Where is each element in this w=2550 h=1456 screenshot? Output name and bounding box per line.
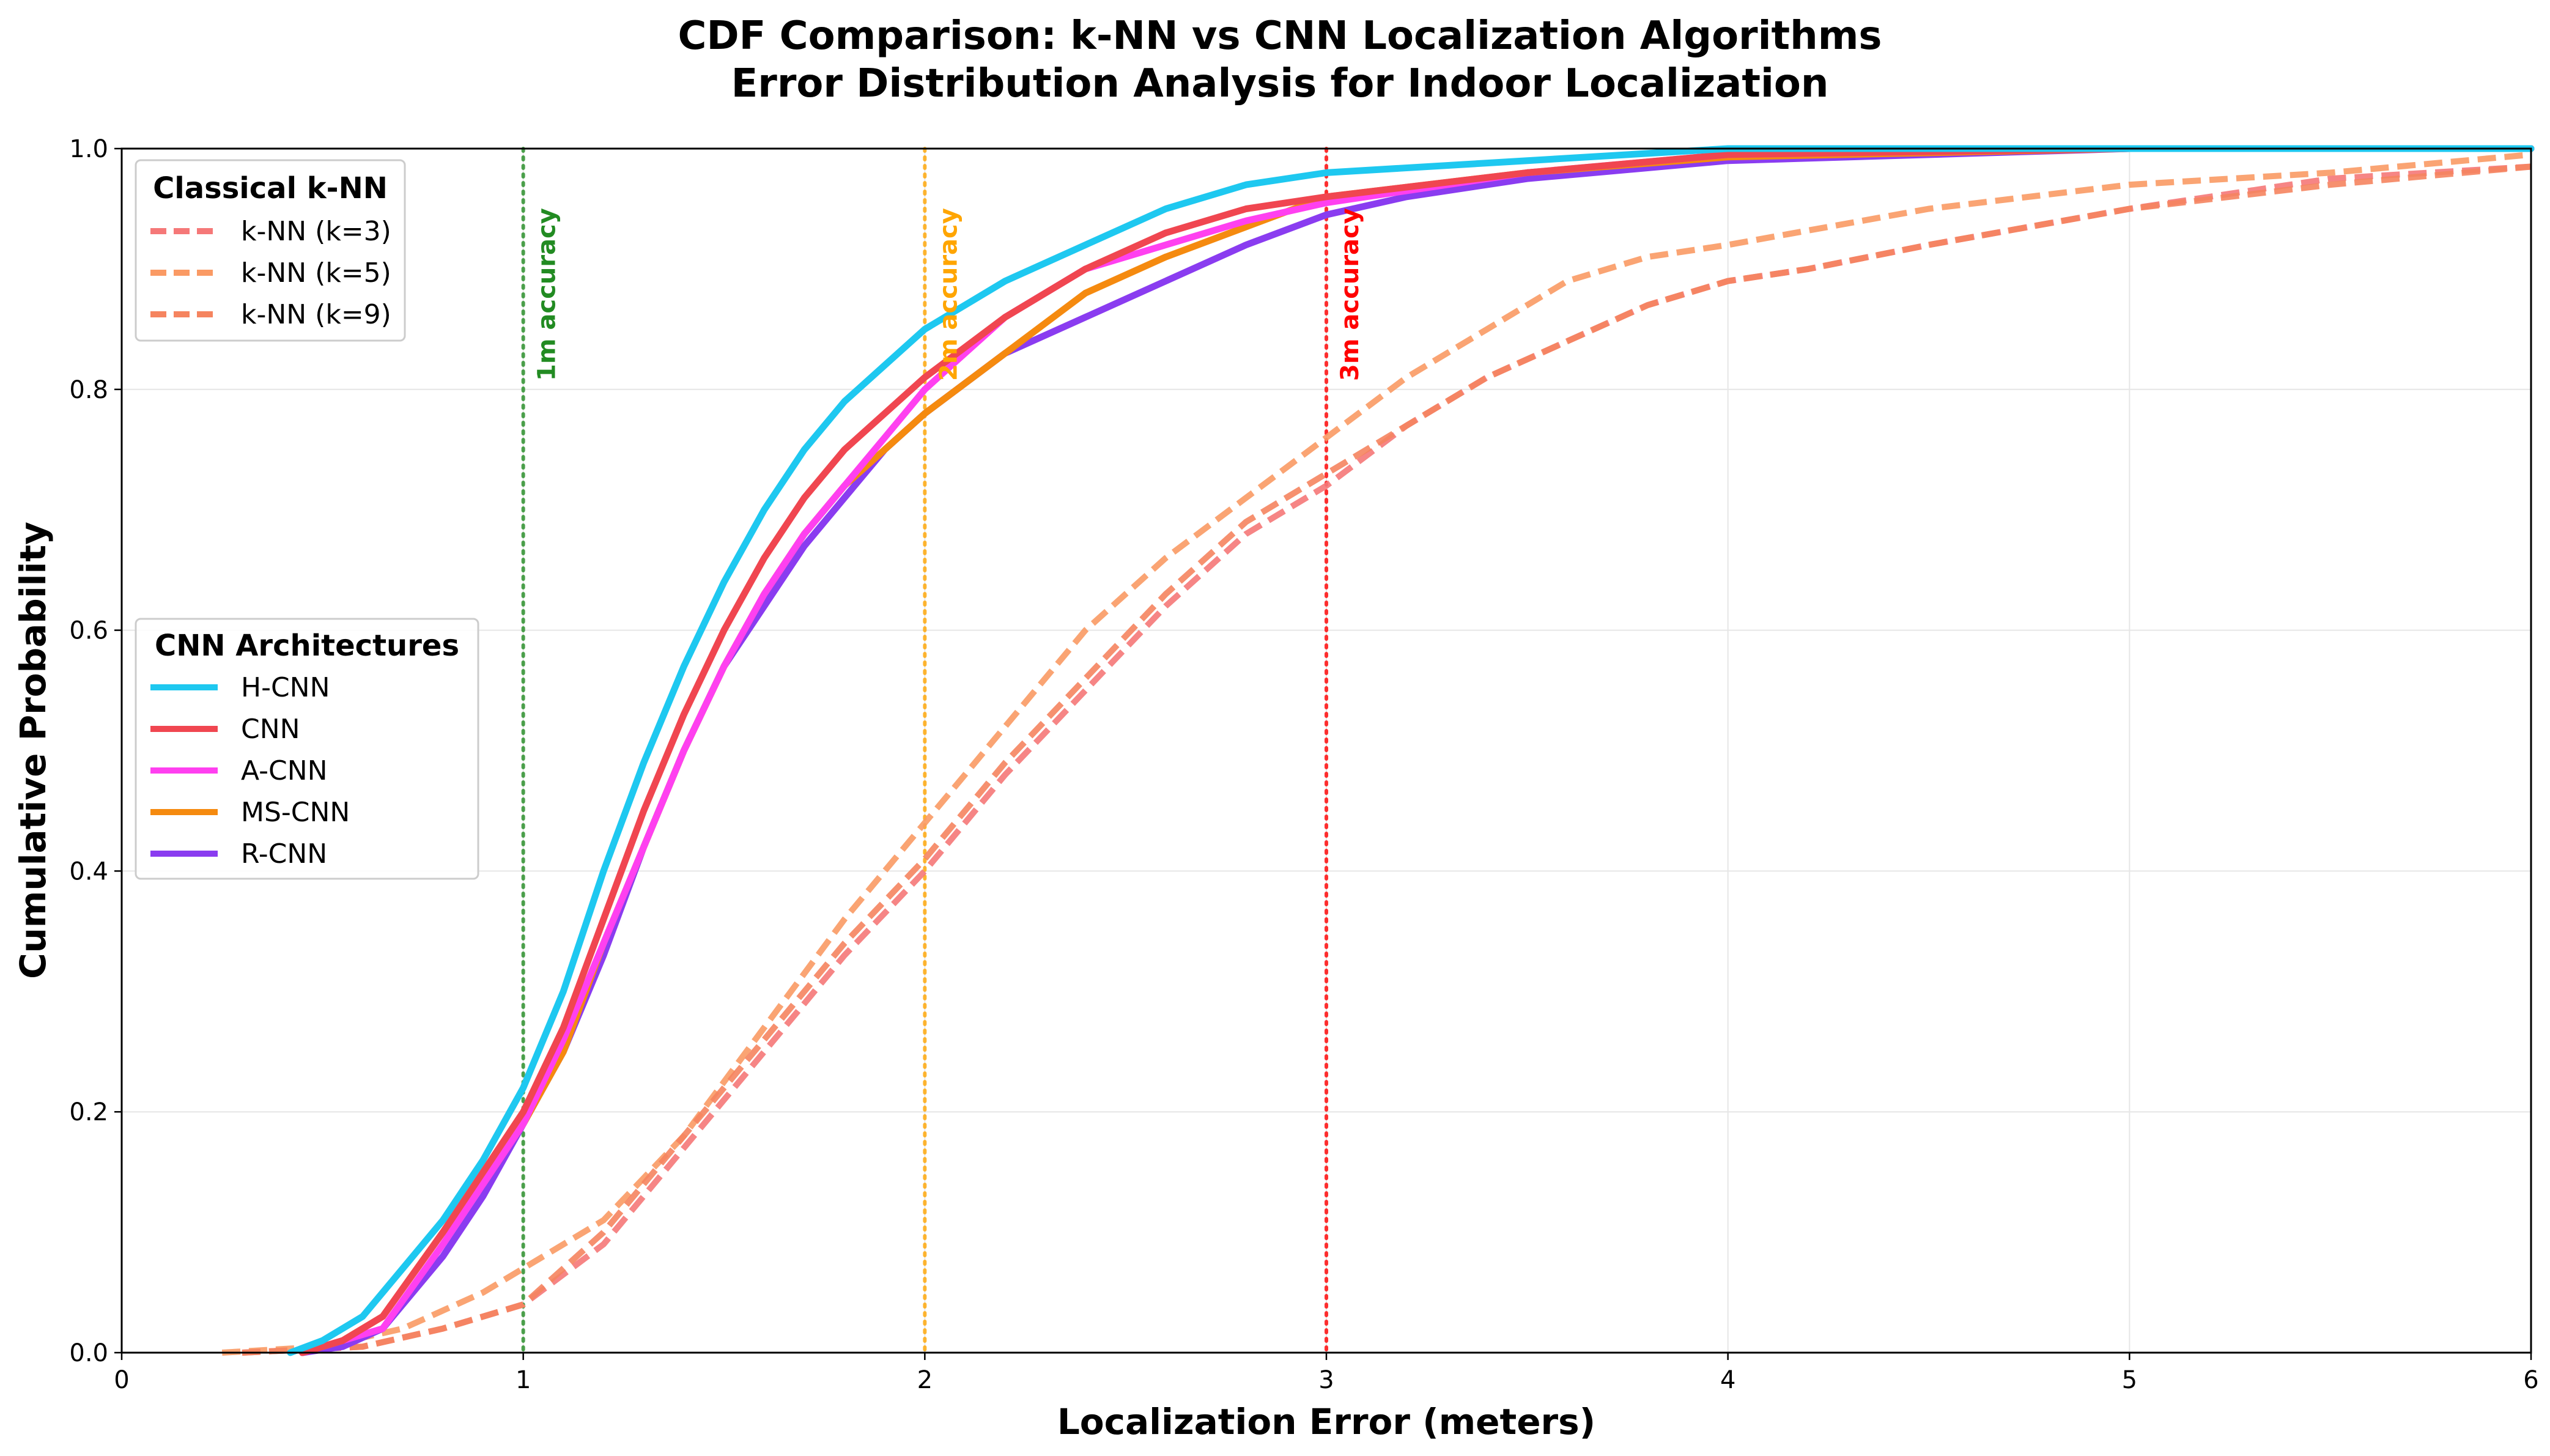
reference-lines: [521, 147, 1328, 1354]
legend-knn-entries: k-NN (k=3) k-NN (k=5) k-NN (k=9): [150, 216, 391, 330]
legend-cnn-entries: H-CNN CNN A-CNN MS-CNN R-CNN: [150, 672, 350, 870]
legend-label-cnn: CNN: [241, 714, 300, 745]
x-tick-label: 1: [516, 1366, 531, 1394]
legend-label-k-nn-k-3: k-NN (k=3): [241, 216, 391, 247]
x-axis-ticks: 0 1 2 3 4 5 6: [114, 1353, 2539, 1394]
y-tick-label: 1.0: [69, 135, 108, 163]
x-tick-label: 6: [2523, 1366, 2538, 1394]
legend-cnn: CNN Architectures H-CNN CNN A-CNN MS-CNN R-C…: [135, 618, 479, 880]
legend-label-h-cnn: H-CNN: [241, 672, 330, 703]
legend-knn-box: [135, 159, 406, 342]
legend-cnn-title: CNN Architectures: [155, 629, 459, 663]
legend-label-k-nn-k-9: k-NN (k=9): [241, 299, 391, 330]
reference-label-1m-accuracy: 1m accuracy: [533, 208, 561, 381]
y-tick-label: 0.4: [69, 857, 108, 885]
series-lines: [221, 145, 2535, 1356]
reference-annotations: 1m accuracy 2m accuracy 3m accuracy: [533, 208, 1364, 381]
series-line-k-nn-k-9: [242, 163, 2532, 1356]
x-tick-label: 3: [1318, 1366, 1334, 1394]
y-axis-label: Cumulative Probability: [12, 522, 54, 979]
x-tick-label: 0: [114, 1366, 129, 1394]
legend-label-r-cnn: R-CNN: [241, 838, 327, 870]
reference-label-3m-accuracy: 3m accuracy: [1336, 208, 1364, 381]
y-tick-label: 0.2: [69, 1098, 108, 1126]
legend-knn: Classical k-NN k-NN (k=3)k-NN (k=5)k-NN …: [135, 159, 406, 342]
series-line-k-nn-k-5: [221, 151, 2532, 1356]
y-tick-label: 0.6: [69, 617, 108, 645]
legend-knn-title: Classical k-NN: [153, 171, 388, 205]
legend-label-k-nn-k-5: k-NN (k=5): [241, 257, 391, 289]
y-tick-label: 0.0: [69, 1339, 108, 1367]
legend-label-a-cnn: A-CNN: [241, 755, 328, 786]
reference-label-2m-accuracy: 2m accuracy: [934, 208, 963, 381]
y-tick-label: 0.8: [69, 376, 108, 404]
legend-cnn-box: [135, 618, 479, 880]
series-line-r-cnn: [299, 145, 2535, 1356]
series-line-h-cnn: [287, 145, 2535, 1356]
chart-subtitle: Error Distribution Analysis for Indoor L…: [731, 61, 1829, 106]
series-line-a-cnn: [299, 145, 2535, 1356]
series-line-cnn: [299, 145, 2535, 1356]
legend-label-ms-cnn: MS-CNN: [241, 797, 350, 828]
chart-title: CDF Comparison: k-NN vs CNN Localization…: [678, 13, 1882, 59]
x-tick-label: 5: [2122, 1366, 2137, 1394]
x-axis-label: Localization Error (meters): [1057, 1401, 1595, 1443]
x-tick-label: 4: [1720, 1366, 1735, 1394]
x-tick-label: 2: [917, 1366, 933, 1394]
y-axis-ticks: 0.0 0.2 0.4 0.6 0.8 1.0: [69, 135, 122, 1367]
